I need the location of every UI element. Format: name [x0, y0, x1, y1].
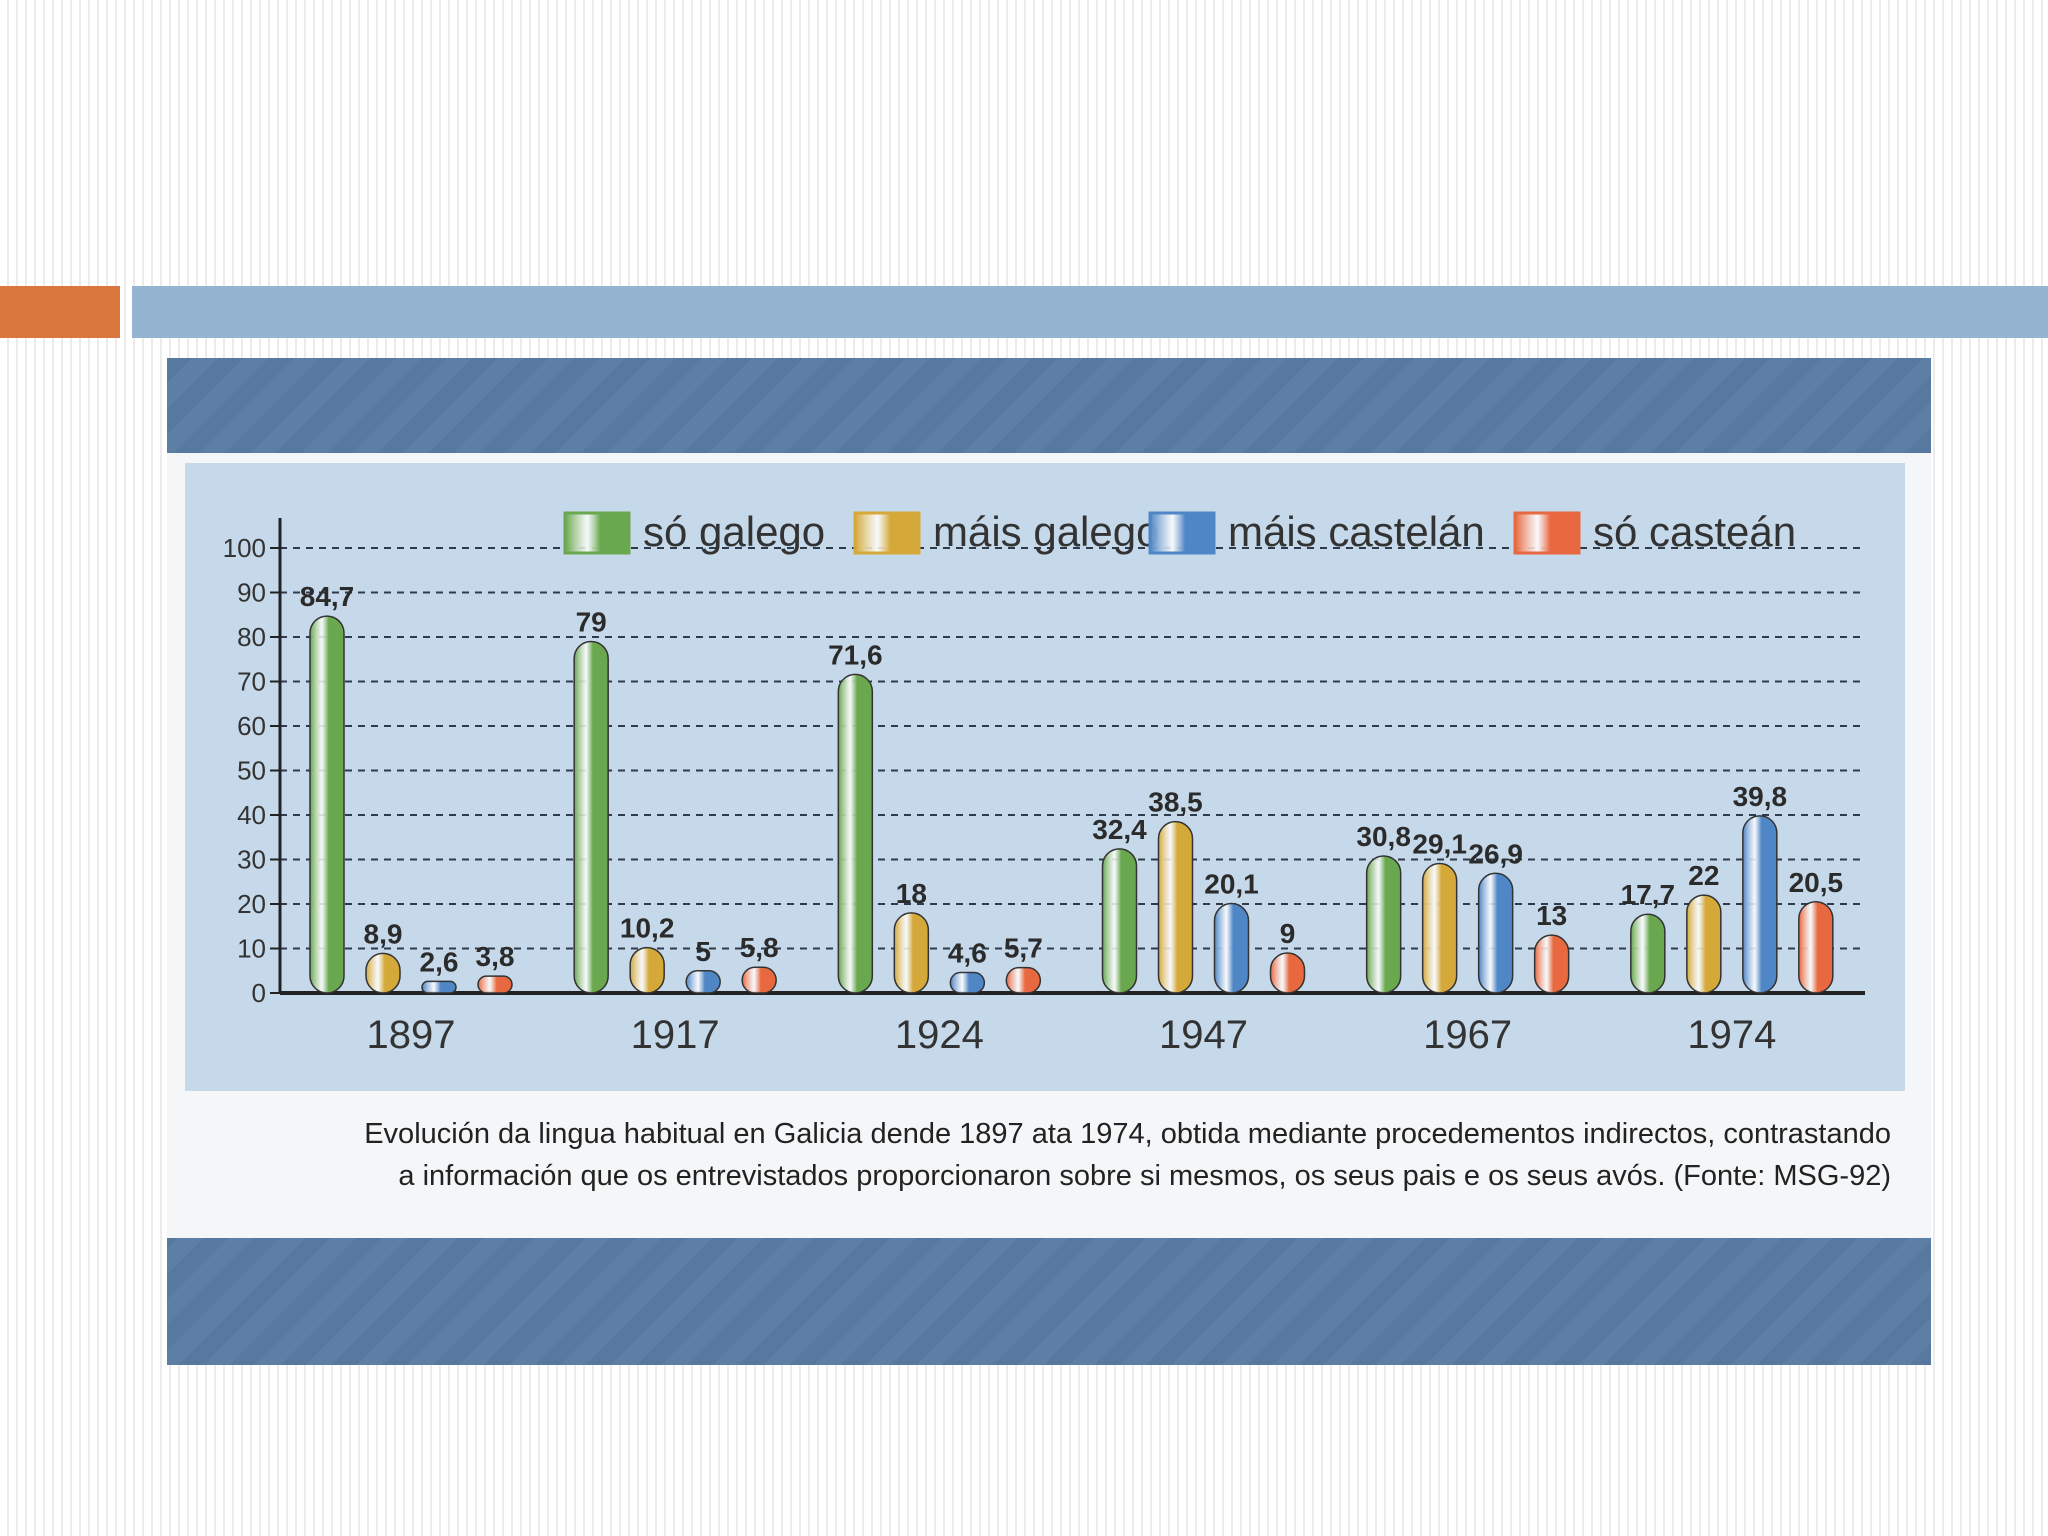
y-tick-label: 10 — [237, 934, 266, 964]
photo-page: 0 10 20 30 40 50 60 70 80 90 100 84,7 8,9 2,6 3,8 1897 7… — [167, 453, 1931, 1238]
data-label: 32,4 — [1092, 814, 1147, 845]
legend-swatch — [1148, 511, 1216, 555]
data-label: 79 — [576, 606, 607, 637]
data-label: 30,8 — [1356, 821, 1411, 852]
legend-label: máis galego — [933, 508, 1159, 555]
data-label: 3,8 — [476, 941, 515, 972]
bar-1897-3 — [477, 975, 513, 994]
data-label: 20,1 — [1204, 869, 1259, 900]
legend-label: só casteán — [1593, 508, 1796, 555]
data-label: 10,2 — [620, 913, 675, 944]
bar-1967-2 — [1477, 872, 1514, 994]
y-tick-label: 30 — [237, 845, 266, 875]
data-label: 22 — [1688, 860, 1719, 891]
bar-1974-0 — [1630, 913, 1666, 994]
slide-title-bar — [132, 286, 2048, 338]
data-label: 84,7 — [300, 581, 355, 612]
x-category-label: 1974 — [1687, 1013, 1776, 1057]
y-tick-label: 60 — [237, 711, 266, 741]
bar-1967-0 — [1365, 855, 1402, 994]
legend-swatch — [1513, 511, 1581, 555]
data-label: 38,5 — [1148, 787, 1203, 818]
data-label: 17,7 — [1621, 879, 1676, 910]
bar-1897-0 — [309, 615, 345, 994]
legend-label: máis castelán — [1228, 508, 1485, 555]
y-tick-label: 100 — [223, 533, 266, 563]
bar-1917-0 — [573, 640, 609, 994]
bar-1974-1 — [1686, 894, 1722, 994]
data-label: 26,9 — [1468, 838, 1523, 869]
data-label: 29,1 — [1412, 829, 1467, 860]
bar-1974-2 — [1742, 815, 1778, 994]
x-category-label: 1924 — [895, 1013, 984, 1057]
chart-photo: 0 10 20 30 40 50 60 70 80 90 100 84,7 8,9 2,6 3,8 1897 7… — [167, 358, 1931, 1365]
caption-line-1: Evolución da lingua habitual en Galicia … — [364, 1118, 1891, 1150]
y-tick-label: 0 — [252, 978, 266, 1008]
slide-accent-bar — [0, 286, 120, 338]
data-label: 5 — [695, 936, 711, 967]
data-label: 71,6 — [828, 639, 883, 670]
bar-1917-3 — [741, 966, 777, 994]
legend-label: só galego — [643, 508, 825, 555]
chart-area: 0 10 20 30 40 50 60 70 80 90 100 84,7 8,9 2,6 3,8 1897 7… — [185, 463, 1905, 1091]
data-label: 2,6 — [420, 946, 459, 977]
bar-1947-1 — [1157, 820, 1194, 994]
chart-caption: Evolución da lingua habitual en Galicia … — [207, 1113, 1891, 1197]
caption-line-2: a información que os entrevistados propo… — [398, 1160, 1891, 1192]
bar-1974-3 — [1798, 901, 1834, 994]
bar-1917-1 — [629, 946, 665, 994]
bar-1924-0 — [837, 673, 874, 994]
y-tick-label: 40 — [237, 800, 266, 830]
y-tick-label: 70 — [237, 667, 266, 697]
data-label: 9 — [1280, 918, 1296, 949]
bar-1967-3 — [1533, 934, 1570, 994]
data-label: 18 — [896, 878, 927, 909]
x-category-label: 1947 — [1159, 1013, 1248, 1057]
data-label: 20,5 — [1789, 867, 1844, 898]
x-category-label: 1917 — [631, 1013, 720, 1057]
bar-1917-2 — [685, 970, 721, 994]
bar-1947-2 — [1213, 902, 1250, 994]
bar-1924-3 — [1005, 966, 1042, 994]
data-label: 5,7 — [1004, 933, 1043, 964]
bar-1924-2 — [949, 971, 986, 994]
bar-1897-2 — [421, 980, 457, 994]
bar-1967-1 — [1421, 862, 1458, 994]
bar-chart: 0 10 20 30 40 50 60 70 80 90 100 84,7 8,9 2,6 3,8 1897 7… — [223, 508, 1865, 1057]
data-label: 5,8 — [740, 932, 779, 963]
y-tick-label: 50 — [237, 756, 266, 786]
legend-swatch — [853, 511, 921, 555]
bar-1924-1 — [893, 912, 930, 994]
y-tick-label: 80 — [237, 622, 266, 652]
data-label: 8,9 — [364, 918, 403, 949]
bar-1897-1 — [365, 952, 401, 994]
legend-swatch — [563, 511, 631, 555]
y-tick-label: 20 — [237, 889, 266, 919]
data-label: 39,8 — [1733, 781, 1788, 812]
data-label: 4,6 — [948, 938, 987, 969]
data-label: 13 — [1536, 900, 1567, 931]
x-category-label: 1897 — [367, 1013, 456, 1057]
bar-1947-3 — [1269, 952, 1306, 994]
x-category-label: 1967 — [1423, 1013, 1512, 1057]
y-tick-label: 90 — [237, 578, 266, 608]
bar-1947-0 — [1101, 848, 1138, 994]
